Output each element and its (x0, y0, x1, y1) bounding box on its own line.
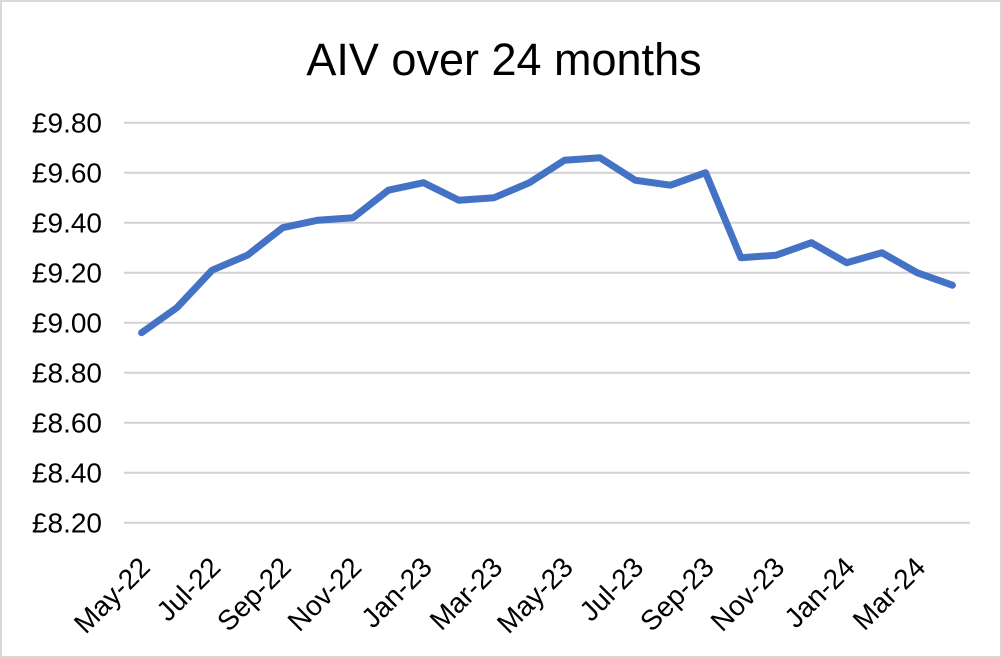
aiv-series-line (138, 154, 956, 337)
x-axis-tick-label: May-23 (491, 551, 579, 639)
x-axis-tick-label: Sep-23 (634, 551, 720, 637)
y-axis-tick-label: £8.60 (32, 408, 102, 439)
y-axis-tick-labels: £9.80 £9.60 £9.40 £9.20 £9.00 £8.80 £8.60 £8.40… (32, 108, 102, 539)
x-axis-tick-label: Nov-23 (705, 551, 791, 637)
y-axis-tick-label: £9.20 (32, 258, 102, 289)
y-axis-tick-label: £9.40 (32, 208, 102, 239)
x-axis-tick-label: Jan-23 (355, 551, 437, 633)
y-axis-tick-label: £9.80 (32, 108, 102, 139)
y-axis-tick-label: £9.60 (32, 158, 102, 189)
y-axis-tick-label: £8.80 (32, 358, 102, 389)
y-axis-tick-label: £8.40 (32, 458, 102, 489)
chart-title: AIV over 24 months (306, 34, 701, 85)
gridlines (124, 121, 970, 524)
x-axis-tick-labels: May-22Jul-22Sep-22Nov-22Jan-23Mar-23May-… (68, 551, 931, 639)
y-axis-tick-label: £9.00 (32, 308, 102, 339)
x-axis-tick-label: May-22 (68, 551, 156, 639)
y-axis-tick-label: £8.20 (32, 508, 102, 539)
x-axis-tick-label: Nov-22 (282, 551, 368, 637)
x-axis-tick-label: Sep-22 (211, 551, 297, 637)
x-axis-tick-label: Mar-24 (847, 551, 932, 636)
x-axis-tick-label: Jan-24 (778, 551, 860, 633)
data-series (138, 154, 956, 337)
